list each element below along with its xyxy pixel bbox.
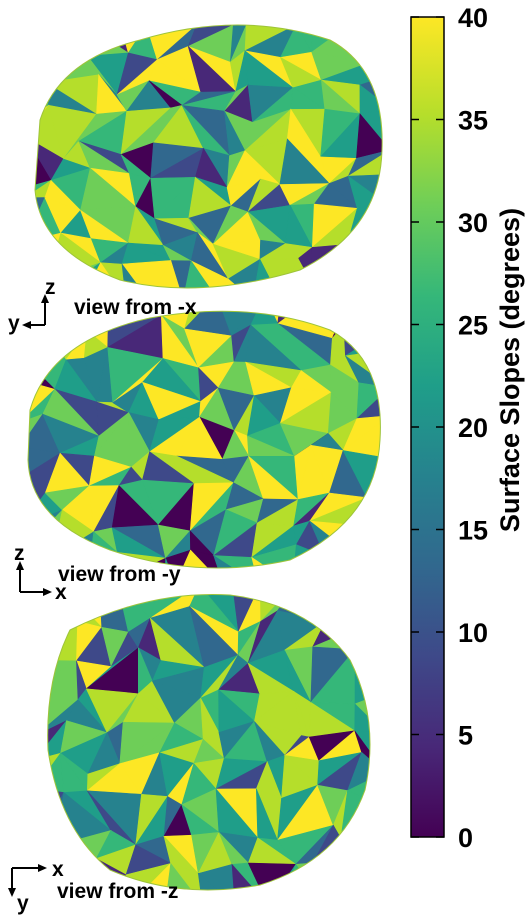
surface-facet xyxy=(197,872,236,890)
axis-letter-h: x xyxy=(55,581,67,604)
colorbar-tick-label: 15 xyxy=(458,516,488,546)
surface-facet xyxy=(279,281,329,288)
surface-facet xyxy=(318,594,348,635)
axis-triad-minus-y: z x xyxy=(14,542,67,604)
surface-facet xyxy=(35,25,53,53)
surface-facet xyxy=(357,523,381,546)
surface-facet xyxy=(345,327,381,357)
surface-facet xyxy=(65,329,88,361)
surface-facet xyxy=(320,874,364,890)
surface-facet xyxy=(366,491,381,525)
surface-facet xyxy=(340,827,371,884)
surface-facet xyxy=(348,25,383,62)
surface-facet xyxy=(332,311,350,339)
surface-facet xyxy=(35,25,53,64)
surface-facet xyxy=(310,259,359,288)
surface-facet xyxy=(164,862,204,890)
surface-facet xyxy=(28,311,57,340)
surface-facet xyxy=(324,550,351,568)
surface-facet xyxy=(60,594,103,628)
surface-facet xyxy=(367,60,383,76)
surface-facet xyxy=(354,648,371,705)
surface-facet xyxy=(47,620,78,662)
colorbar-tick-label: 30 xyxy=(458,208,488,238)
view-label-minus-y: view from -y xyxy=(58,563,181,586)
surface-facet xyxy=(28,338,57,355)
surface-facet xyxy=(342,311,381,329)
surface-facet xyxy=(347,544,381,568)
view-label-minus-z: view from -z xyxy=(57,880,178,903)
surface-facet xyxy=(291,555,326,568)
surface-facet xyxy=(359,62,383,86)
surface-facet xyxy=(28,509,63,558)
surface-facet xyxy=(35,61,47,99)
axis-letter-v: z xyxy=(45,276,56,299)
surface-facet xyxy=(348,25,383,64)
surface-facet xyxy=(264,311,282,325)
surface-facet xyxy=(217,278,254,288)
surface-facet xyxy=(251,556,294,568)
colorbar-title: Surface Slopes (degrees) xyxy=(495,208,525,532)
surface-facet xyxy=(343,594,371,635)
asteroid-view-minus-z xyxy=(47,593,371,891)
surface-facet xyxy=(360,874,371,890)
surface-facet xyxy=(250,311,279,326)
surface-facet xyxy=(327,259,361,288)
surface-facet xyxy=(28,556,53,568)
axis-letter-h: x xyxy=(52,858,64,881)
surface-facet xyxy=(347,525,381,551)
surface-facet xyxy=(51,531,95,558)
axis-triad-minus-z: x y xyxy=(8,858,64,915)
surface-facet xyxy=(35,232,62,282)
surface-facet xyxy=(47,792,64,847)
surface-facet xyxy=(35,51,53,84)
surface-facet xyxy=(295,862,322,890)
asteroid-view-minus-x xyxy=(34,24,383,289)
surface-facet xyxy=(312,862,362,890)
colorbar-tick-label: 20 xyxy=(458,413,488,443)
surface-facet xyxy=(28,554,53,568)
colorbar-tick-label: 40 xyxy=(458,3,488,33)
surface-facet xyxy=(340,838,371,884)
surface-facet xyxy=(359,84,383,115)
axis-letter-h: y xyxy=(8,312,20,335)
surface-facet xyxy=(51,25,88,57)
surface-facet xyxy=(356,249,383,268)
surface-facet xyxy=(310,244,348,283)
axis-triad-minus-x: z y xyxy=(8,276,56,335)
surface-facet xyxy=(343,633,371,650)
surface-facet xyxy=(147,259,184,288)
surface-facet xyxy=(340,790,371,839)
colorbar-tick-label: 25 xyxy=(458,311,488,341)
colorbar-tick-label: 5 xyxy=(458,721,473,751)
surface-facet xyxy=(360,873,371,890)
surface-facet xyxy=(182,260,219,288)
colorbar-tick-label: 10 xyxy=(458,618,488,648)
asteroid-view-minus-y xyxy=(27,310,381,569)
surface-facet xyxy=(28,311,57,339)
surface-facet xyxy=(349,544,381,568)
surface-facet xyxy=(50,25,87,53)
surface-facet xyxy=(358,497,381,526)
surface-facet xyxy=(359,266,383,288)
axis-letter-v: y xyxy=(17,892,29,915)
view-label-minus-x: view from -x xyxy=(74,296,197,319)
surface-facet xyxy=(28,338,67,361)
surface-facet xyxy=(324,555,351,568)
colorbar-tick-label: 35 xyxy=(458,106,488,136)
surface-facet xyxy=(231,863,269,890)
surface-facet xyxy=(343,311,381,325)
surface-facet xyxy=(343,323,381,357)
colorbar: 0 5 10 15 20 25 30 35 40 Surface Slopes (degrees… xyxy=(410,3,525,853)
surface-facet xyxy=(319,594,345,634)
colorbar-tick-label: 0 xyxy=(458,823,473,853)
surface-facet xyxy=(343,614,371,648)
axis-letter-v: z xyxy=(14,542,25,565)
surface-facet xyxy=(346,244,383,262)
surface-facet xyxy=(346,594,371,616)
surface-facet xyxy=(357,260,383,288)
